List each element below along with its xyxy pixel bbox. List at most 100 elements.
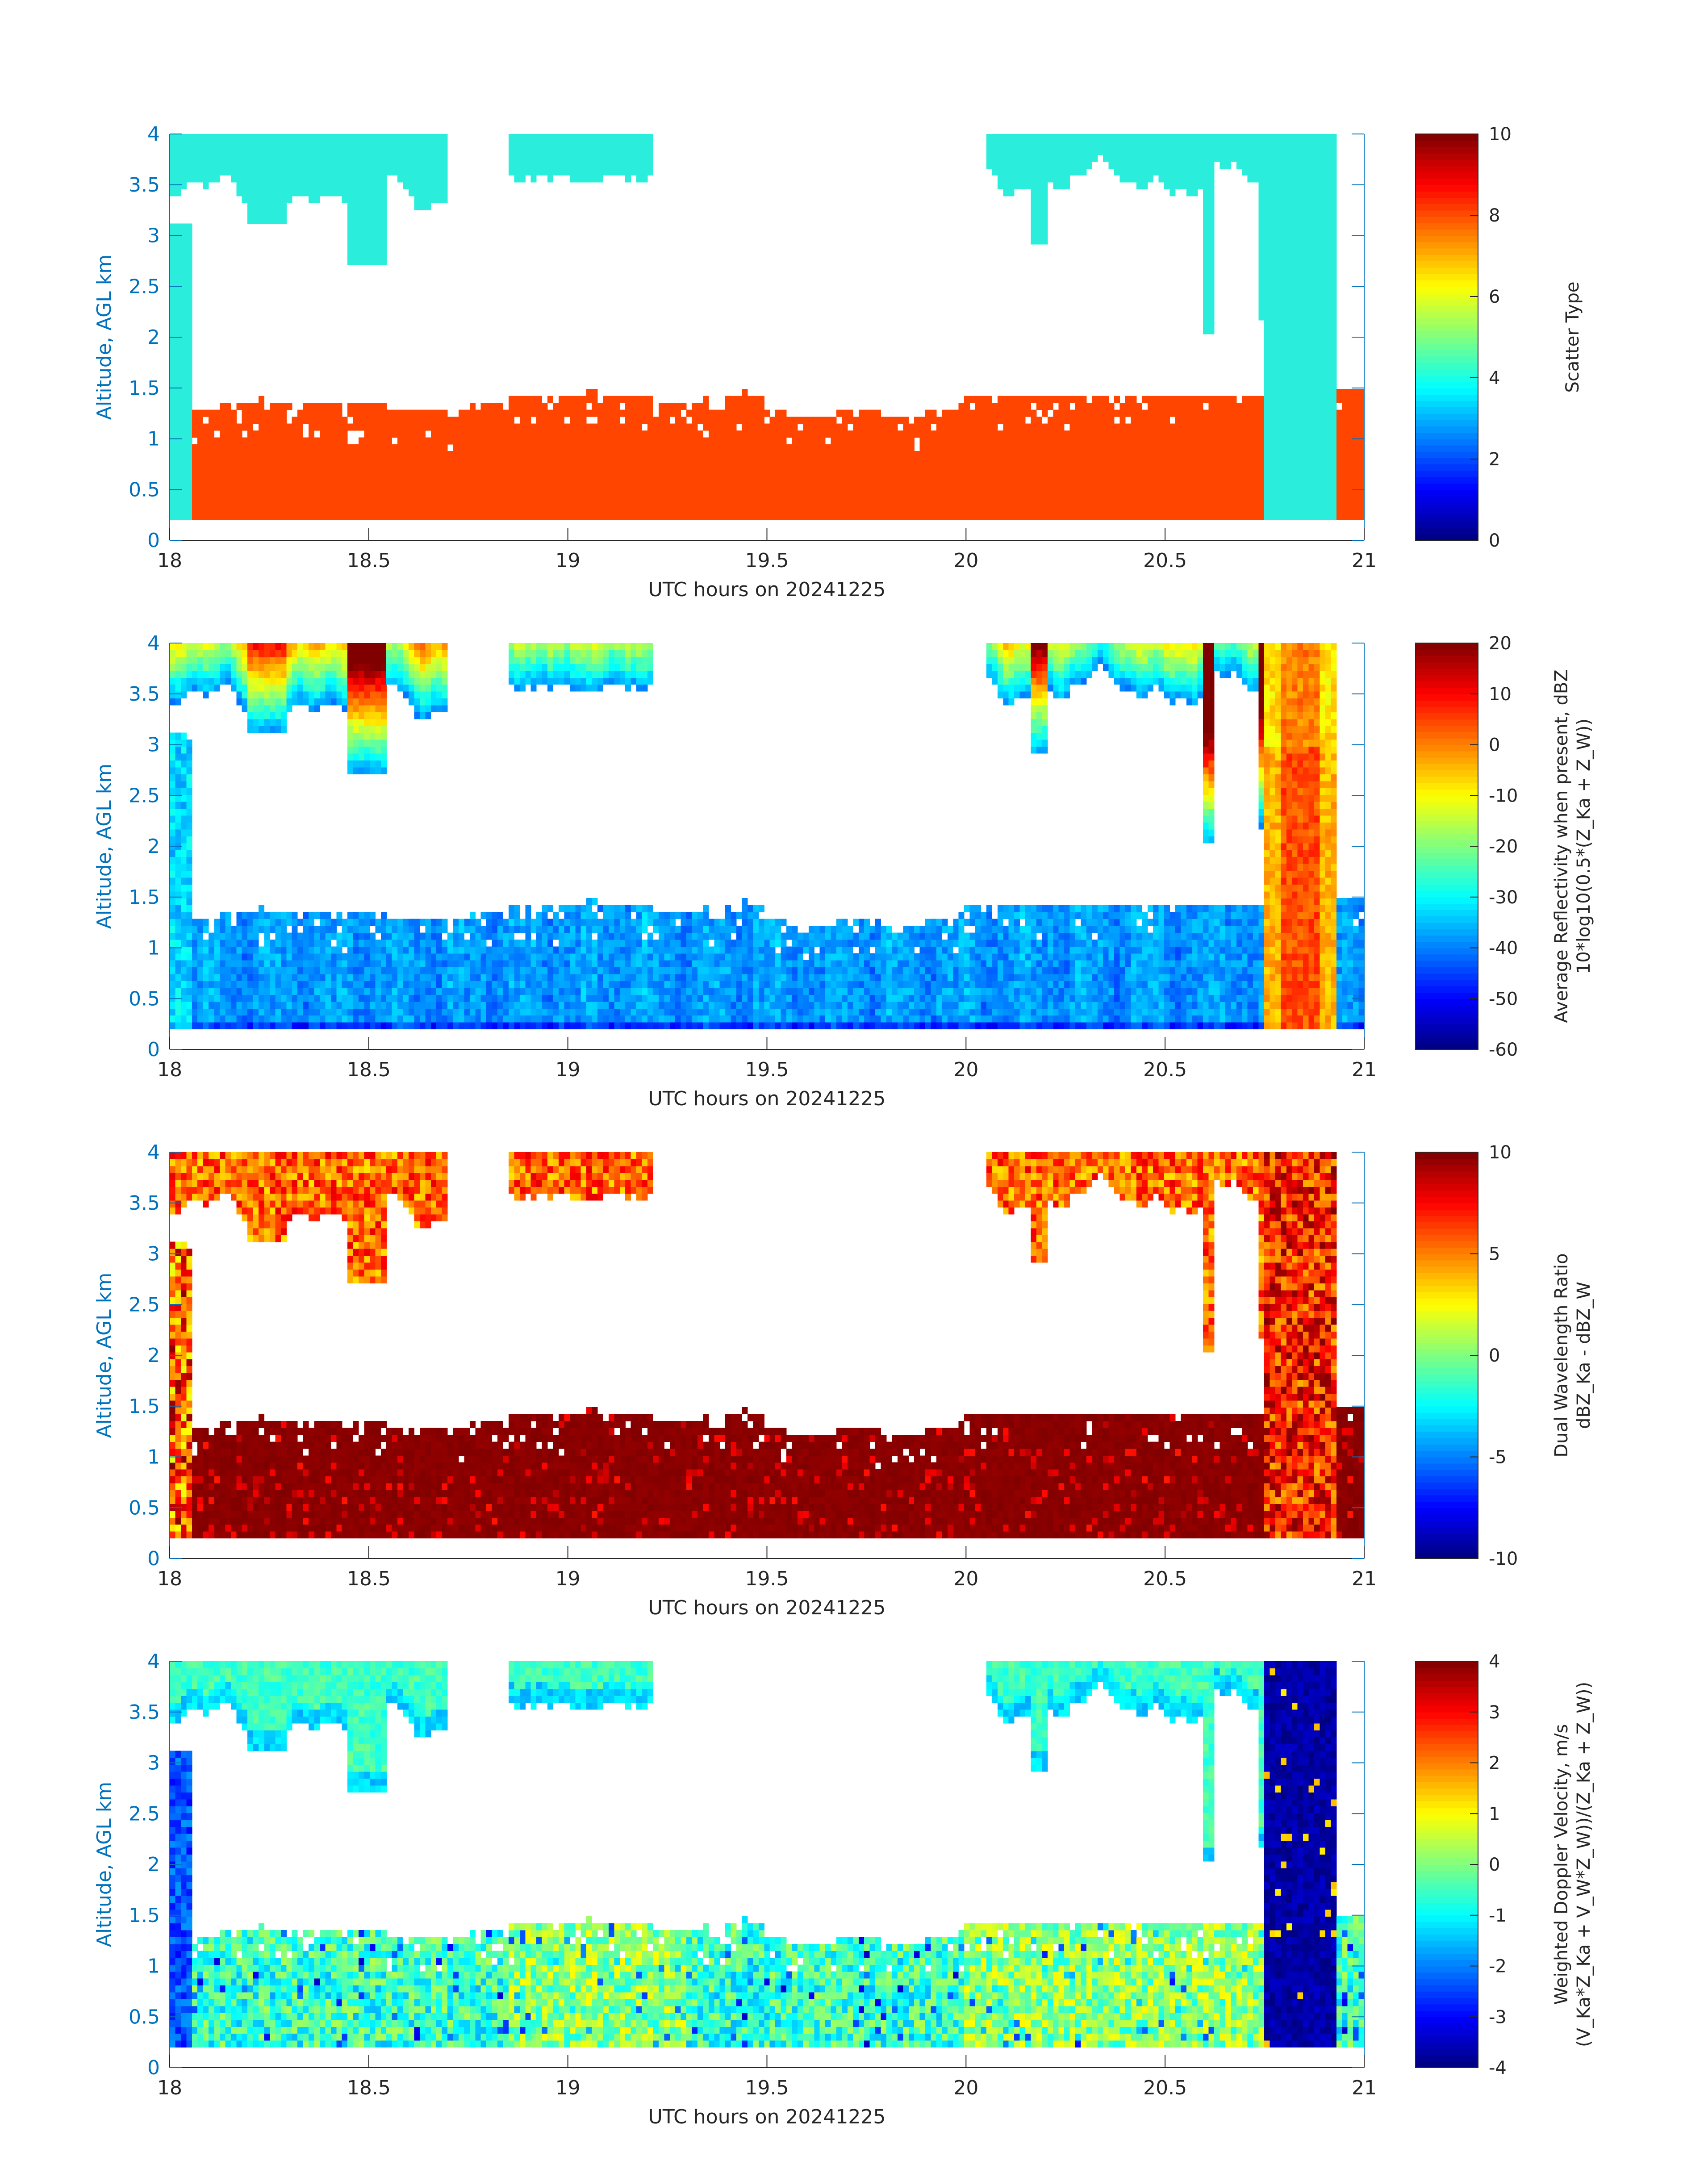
heatmap-cell — [470, 472, 476, 479]
heatmap-cell — [948, 485, 953, 493]
heatmap-cell — [736, 472, 742, 479]
heatmap-cell — [281, 437, 287, 444]
heatmap-cell — [1181, 134, 1186, 141]
heatmap-cell — [225, 513, 231, 520]
heatmap-cell — [1309, 348, 1315, 355]
heatmap-cell — [481, 403, 487, 410]
heatmap-cell — [409, 437, 414, 444]
heatmap-cell — [525, 396, 531, 403]
heatmap-cell — [636, 430, 642, 438]
heatmap-cell — [1009, 479, 1015, 486]
heatmap-cell — [442, 493, 448, 500]
heatmap-cell — [1192, 162, 1198, 169]
heatmap-cell — [214, 506, 220, 514]
heatmap-cell — [531, 513, 537, 520]
heatmap-cell — [970, 430, 976, 438]
heatmap-cell — [1303, 506, 1309, 514]
heatmap-cell — [1275, 513, 1281, 520]
heatmap-cell — [653, 465, 659, 472]
heatmap-cell — [1214, 465, 1220, 472]
heatmap-cell — [770, 493, 776, 500]
heatmap-cell — [1131, 437, 1136, 444]
heatmap-cell — [397, 465, 403, 472]
heatmap-cell — [1014, 465, 1020, 472]
heatmap-cell — [414, 451, 420, 458]
heatmap-cell — [203, 465, 209, 472]
heatmap-cell — [1270, 341, 1276, 348]
heatmap-cell — [1264, 217, 1270, 224]
heatmap-cell — [1298, 224, 1303, 231]
heatmap-cell — [370, 444, 376, 451]
heatmap-cell — [486, 493, 492, 500]
heatmap-cell — [231, 168, 237, 175]
heatmap-cell — [970, 417, 976, 424]
heatmap-cell — [1275, 182, 1281, 189]
heatmap-cell — [620, 513, 626, 520]
heatmap-cell — [1064, 479, 1070, 486]
heatmap-cell — [1275, 134, 1281, 141]
heatmap-cell — [247, 430, 253, 438]
heatmap-cell — [247, 499, 253, 506]
heatmap-cell — [175, 499, 181, 506]
heatmap-cell — [1270, 430, 1276, 438]
heatmap-cell — [1053, 148, 1059, 155]
heatmap-cell — [359, 485, 364, 493]
heatmap-cell — [214, 168, 220, 175]
heatmap-cell — [503, 493, 509, 500]
heatmap-cell — [1275, 251, 1281, 258]
heatmap-cell — [1209, 437, 1215, 444]
heatmap-cell — [614, 472, 620, 479]
heatmap-cell — [264, 148, 270, 155]
heatmap-cell — [714, 451, 720, 458]
heatmap-cell — [675, 506, 681, 514]
heatmap-cell — [1136, 499, 1142, 506]
heatmap-cell — [264, 479, 270, 486]
heatmap-cell — [281, 203, 287, 210]
heatmap-cell — [981, 444, 987, 451]
heatmap-cell — [920, 417, 926, 424]
heatmap-cell — [1264, 389, 1270, 396]
heatmap-cell — [320, 182, 326, 189]
heatmap-cell — [270, 417, 276, 424]
heatmap-cell — [803, 451, 809, 458]
heatmap-cell — [953, 410, 959, 417]
heatmap-cell — [1281, 410, 1286, 417]
heatmap-cell — [220, 417, 226, 424]
heatmap-cell — [936, 465, 942, 472]
heatmap-cell — [509, 444, 514, 451]
heatmap-cell — [953, 513, 959, 520]
heatmap-cell — [325, 465, 331, 472]
heatmap-cell — [1142, 175, 1148, 183]
heatmap-cell — [225, 472, 231, 479]
heatmap-cell — [720, 430, 726, 438]
heatmap-cell — [570, 423, 576, 430]
heatmap-cell — [642, 437, 648, 444]
heatmap-cell — [1131, 513, 1136, 520]
heatmap-cell — [170, 141, 175, 148]
heatmap-cell — [636, 403, 642, 410]
heatmap-cell — [475, 485, 481, 493]
heatmap-cell — [370, 141, 376, 148]
heatmap-cell — [564, 451, 570, 458]
heatmap-cell — [286, 493, 292, 500]
heatmap-cell — [542, 437, 548, 444]
heatmap-cell — [1275, 417, 1281, 424]
heatmap-cell — [1059, 493, 1065, 500]
heatmap-cell — [1064, 134, 1070, 141]
heatmap-cell — [631, 458, 637, 465]
heatmap-cell — [942, 493, 948, 500]
heatmap-cell — [1159, 479, 1165, 486]
heatmap-cell — [186, 175, 192, 183]
heatmap-cell — [447, 499, 453, 506]
heatmap-cell — [186, 513, 192, 520]
heatmap-cell — [414, 479, 420, 486]
heatmap-cell — [1048, 423, 1053, 430]
heatmap-cell — [1192, 423, 1198, 430]
heatmap-cell — [564, 465, 570, 472]
heatmap-cell — [1292, 217, 1298, 224]
heatmap-cell — [597, 134, 603, 141]
heatmap-cell — [998, 499, 1003, 506]
heatmap-cell — [175, 168, 181, 175]
heatmap-cell — [1309, 513, 1315, 520]
